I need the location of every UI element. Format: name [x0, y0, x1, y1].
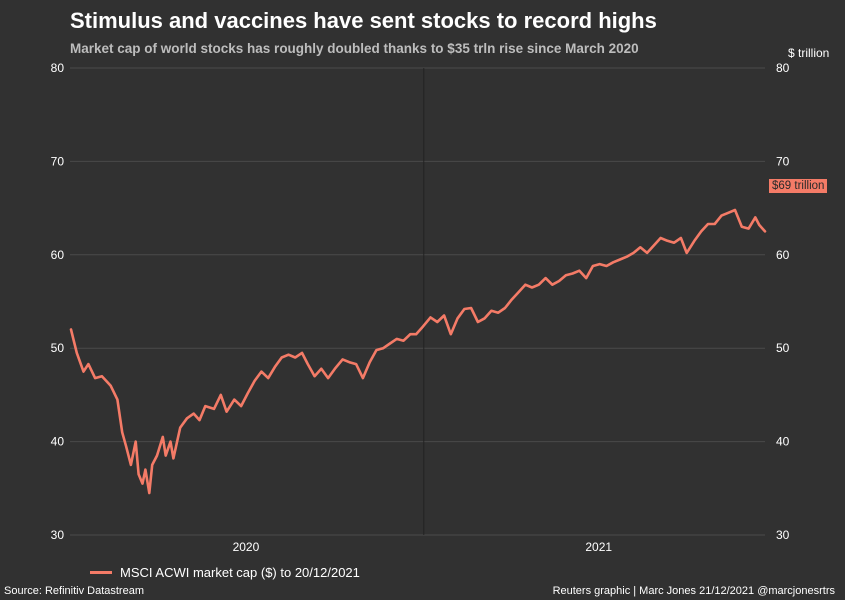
y-tick-right-60: 60 — [776, 248, 790, 262]
y-axis-right: 30 40 50 60 70 80 — [776, 61, 790, 542]
y-tick-right-40: 40 — [776, 435, 790, 449]
y-tick-left-60: 60 — [51, 248, 65, 262]
y-axis-unit-label: $ trillion — [788, 46, 830, 60]
y-tick-left-40: 40 — [51, 435, 65, 449]
x-tick-2021: 2021 — [585, 540, 612, 554]
chart-subtitle: Market cap of world stocks has roughly d… — [70, 41, 639, 56]
y-tick-right-30: 30 — [776, 528, 790, 542]
end-value-label: $69 trillion — [769, 179, 828, 193]
legend-label: MSCI ACWI market cap ($) to 20/12/2021 — [120, 565, 360, 580]
source-note: Source: Refinitiv Datastream — [4, 585, 144, 597]
grid-lines — [70, 67, 765, 536]
y-axis-left: 30 40 50 60 70 80 — [51, 61, 65, 542]
y-tick-left-70: 70 — [51, 154, 65, 168]
series-layer — [69, 208, 767, 495]
y-tick-right-80: 80 — [776, 61, 790, 75]
x-axis: 2020 2021 — [233, 540, 613, 554]
y-tick-left-50: 50 — [51, 341, 65, 355]
x-tick-2020: 2020 — [233, 540, 260, 554]
y-tick-left-30: 30 — [51, 528, 65, 542]
y-tick-right-50: 50 — [776, 341, 790, 355]
chart-title: Stimulus and vaccines have sent stocks t… — [70, 8, 657, 33]
y-tick-left-80: 80 — [51, 61, 65, 75]
legend-swatch — [90, 571, 112, 574]
series-line-0 — [69, 208, 767, 495]
y-tick-right-70: 70 — [776, 154, 790, 168]
legend: MSCI ACWI market cap ($) to 20/12/2021 — [90, 565, 360, 580]
credit-note: Reuters graphic | Marc Jones 21/12/2021 … — [552, 585, 835, 597]
